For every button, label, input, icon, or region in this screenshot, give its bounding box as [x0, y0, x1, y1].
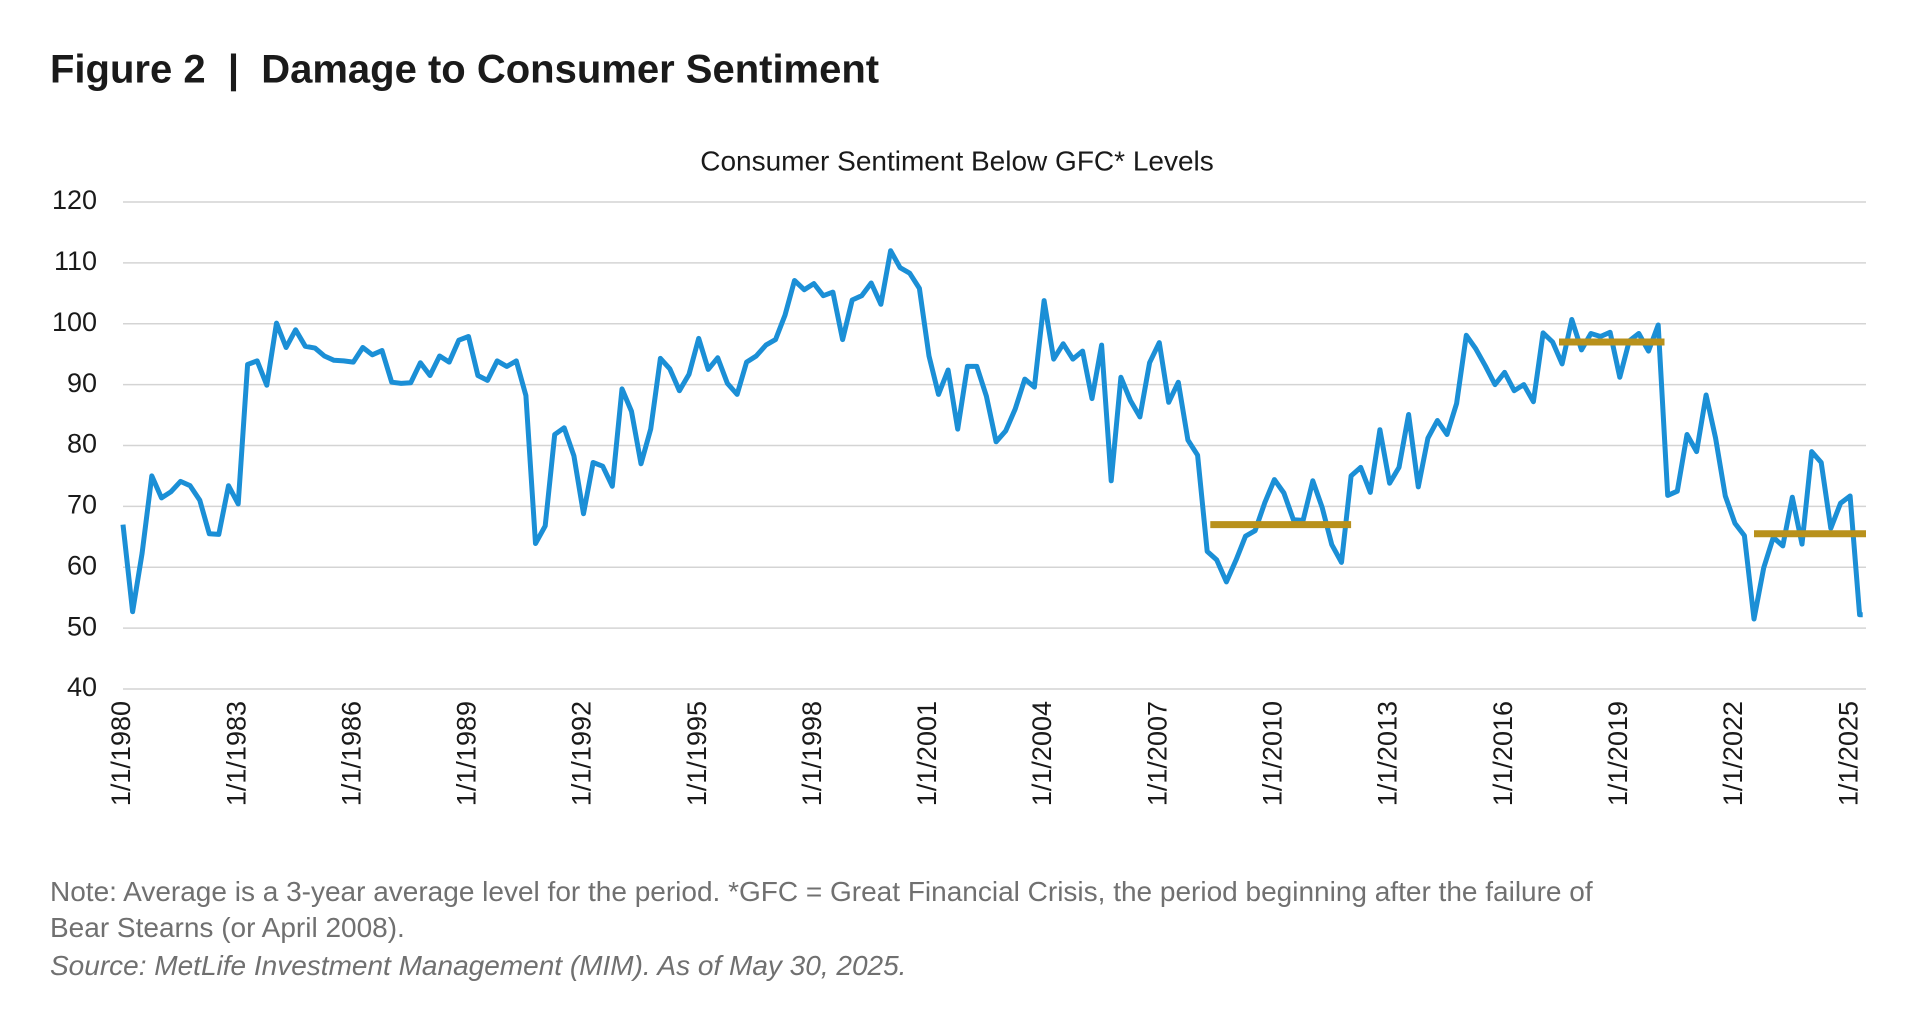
- y-tick-label: 110: [54, 246, 97, 276]
- x-tick-label: 1/1/2010: [1258, 701, 1288, 806]
- x-tick-label: 1/1/2001: [912, 701, 942, 806]
- y-tick-label: 90: [67, 368, 97, 398]
- x-tick-label: 1/1/2013: [1373, 701, 1403, 806]
- x-tick-label: 1/1/2019: [1603, 701, 1633, 806]
- chart: Figure 2 | Damage to Consumer Sentiment …: [50, 48, 1866, 806]
- x-tick-label: 1/1/1983: [221, 701, 251, 806]
- x-tick-label: 1/1/2004: [1027, 701, 1057, 806]
- x-tick-label: 1/1/2007: [1142, 701, 1172, 806]
- x-tick-label: 1/1/2022: [1718, 701, 1748, 806]
- y-tick-label: 80: [67, 429, 97, 459]
- x-tick-label: 1/1/2016: [1488, 701, 1518, 806]
- y-tick-label: 60: [67, 550, 97, 580]
- x-tick-label: 1/1/2025: [1833, 701, 1863, 806]
- x-tick-label: 1/1/1995: [682, 701, 712, 806]
- x-tick-label: 1/1/1980: [106, 701, 136, 806]
- y-tick-label: 50: [67, 611, 97, 641]
- y-tick-label: 40: [67, 672, 97, 702]
- y-tick-label: 70: [67, 490, 97, 520]
- sentiment-line: [120, 248, 1863, 622]
- x-tick-label: 1/1/1998: [797, 701, 827, 806]
- y-tick-label: 120: [52, 185, 97, 215]
- note-line: Note: Average is a 3-year average level …: [50, 876, 1593, 907]
- chart-title: Consumer Sentiment Below GFC* Levels: [700, 145, 1214, 176]
- y-tick-label: 100: [52, 307, 97, 337]
- x-tick-label: 1/1/1986: [336, 701, 366, 806]
- figure-heading: Figure 2 | Damage to Consumer Sentiment: [50, 48, 879, 92]
- source: Source: MetLife Investment Management (M…: [50, 950, 907, 981]
- note-line: Bear Stearns (or April 2008).: [50, 912, 405, 943]
- x-tick-label: 1/1/1992: [567, 701, 597, 806]
- x-tick-label: 1/1/1989: [452, 701, 482, 806]
